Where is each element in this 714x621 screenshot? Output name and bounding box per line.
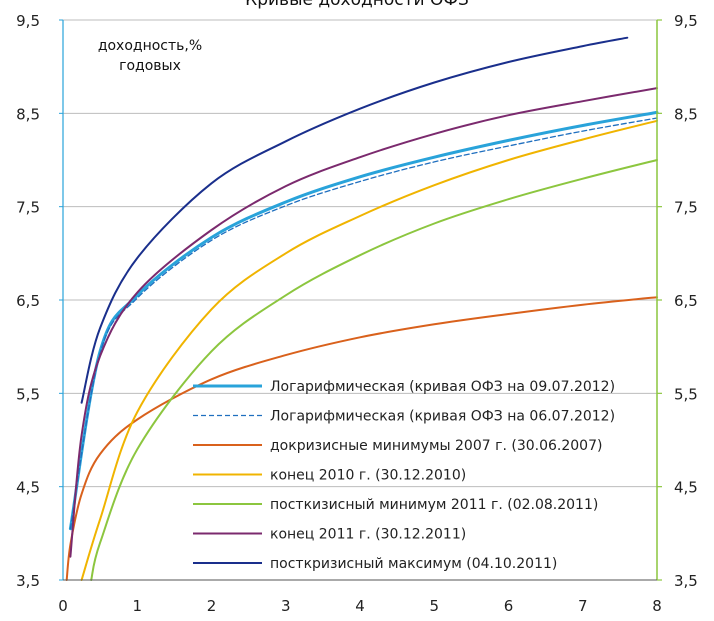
y-axis-label-line2: годовых: [119, 58, 181, 74]
y-tick-label-right: 3,5: [674, 572, 698, 590]
x-tick-label: 7: [578, 597, 588, 615]
y-tick-labels-right: 3,5 4,5 5,5 6,5 7,5 8,5 9,5: [674, 12, 698, 590]
y-tick-label-left: 7,5: [16, 199, 40, 217]
y-axis-label-line1: доходность,%: [98, 38, 202, 54]
x-tick-label: 1: [132, 597, 142, 615]
x-tick-label: 6: [504, 597, 514, 615]
series-line-3: [80, 119, 658, 581]
y-tick-label-right: 9,5: [674, 12, 698, 30]
y-tick-label-right: 7,5: [674, 199, 698, 217]
series-line-0: [68, 110, 659, 531]
axes: [59, 19, 662, 581]
legend-label-1: Логарифмическая (кривая ОФЗ на 06.07.201…: [270, 409, 615, 425]
x-tick-label: 8: [652, 597, 662, 615]
x-tick-label: 2: [207, 597, 217, 615]
x-tick-label: 3: [281, 597, 291, 615]
y-tick-label-left: 6,5: [16, 292, 40, 310]
legend-label-3: конец 2010 г. (30.12.2010): [270, 468, 466, 484]
series-line-5: [69, 87, 658, 558]
legend-label-4: посткизисный минимум 2011 г. (02.08.2011…: [270, 497, 598, 513]
y-tick-label-left: 4,5: [16, 479, 40, 497]
legend-label-5: конец 2011 г. (30.12.2011): [270, 527, 466, 543]
y-tick-labels-left: 3,5 4,5 5,5 6,5 7,5 8,5 9,5: [16, 12, 40, 590]
legend-label-0: Логарифмическая (кривая ОФЗ на 09.07.201…: [270, 379, 615, 395]
y-tick-label-left: 8,5: [16, 105, 40, 123]
x-tick-label: 4: [355, 597, 365, 615]
x-tick-labels: 0 1 2 3 4 5 6 7 8: [58, 597, 662, 615]
x-tick-label: 0: [58, 597, 68, 615]
legend-label-6: посткризисный максимум (04.10.2011): [270, 556, 557, 572]
series-lines: [65, 36, 659, 581]
y-tick-label-left: 3,5: [16, 572, 40, 590]
legend-label-2: докризисные минимумы 2007 г. (30.06.2007…: [270, 438, 602, 454]
grid-lines: [63, 19, 657, 488]
chart-title: Кривые доходности ОФЗ: [245, 0, 469, 10]
y-tick-label-right: 6,5: [674, 292, 698, 310]
y-tick-label-right: 4,5: [674, 479, 698, 497]
series-line-1: [69, 117, 658, 530]
x-tick-label: 5: [429, 597, 439, 615]
series-line-4: [90, 159, 658, 581]
y-tick-label-left: 9,5: [16, 12, 40, 30]
legend: Логарифмическая (кривая ОФЗ на 09.07.201…: [193, 379, 615, 572]
y-tick-label-right: 5,5: [674, 385, 698, 403]
y-tick-label-right: 8,5: [674, 105, 698, 123]
series-line-6: [80, 36, 629, 404]
series-line-2: [65, 296, 658, 581]
y-tick-label-left: 5,5: [16, 385, 40, 403]
